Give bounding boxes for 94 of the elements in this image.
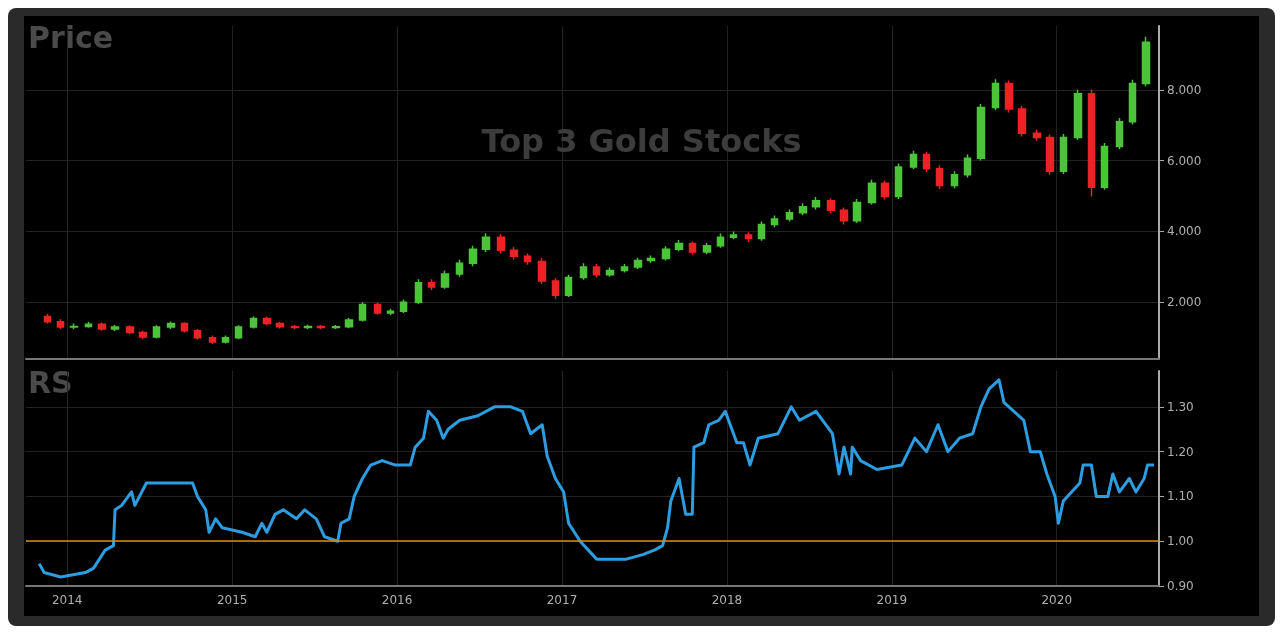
y-tick-label: 6.000 (1167, 153, 1202, 168)
y-tick-label: 1.10 (1167, 489, 1194, 504)
candlestick (880, 179, 890, 201)
candlestick (1032, 128, 1042, 142)
x-tick-label: 2015 (216, 593, 248, 607)
candlestick (166, 320, 176, 330)
candlestick (688, 240, 697, 256)
candlestick (551, 277, 560, 300)
candlestick (729, 230, 738, 241)
candlestick (138, 329, 148, 340)
candlestick (1073, 89, 1083, 141)
y-tick-label: 8.000 (1167, 82, 1202, 97)
candlestick (564, 273, 573, 298)
candlestick (537, 257, 547, 285)
candlestick (344, 317, 354, 329)
candlestick (785, 208, 794, 223)
x-tick-label: 2020 (1041, 593, 1073, 607)
candlestick (427, 278, 436, 291)
candlestick (894, 162, 903, 200)
candlestick (152, 324, 161, 340)
candlestick (702, 242, 712, 255)
candlestick (950, 170, 959, 189)
y-tick-label: 1.30 (1167, 399, 1194, 414)
x-tick-label: 2019 (876, 593, 908, 607)
candlestick (633, 256, 643, 270)
candlestick (744, 231, 753, 243)
candlestick (839, 206, 849, 226)
candlestick (56, 318, 65, 330)
candlestick (440, 269, 450, 290)
candlestick (811, 196, 821, 211)
candlestick (234, 324, 243, 340)
y-tick-label: 1.00 (1167, 534, 1194, 549)
candlestick (399, 298, 408, 314)
candlestick (193, 328, 202, 341)
candlestick (468, 244, 478, 267)
candlestick (1004, 79, 1014, 114)
candlestick (69, 322, 79, 330)
candlestick (221, 334, 230, 345)
candlestick (331, 324, 341, 330)
candlestick (373, 301, 382, 316)
candlestick (770, 214, 779, 228)
candlestick (1128, 79, 1137, 126)
candlestick (579, 262, 588, 281)
candlestick (661, 245, 671, 262)
candlestick (290, 324, 300, 330)
candlestick (935, 164, 944, 190)
candlestick (275, 321, 285, 330)
candlestick (674, 239, 684, 253)
candlestick (262, 316, 272, 327)
text: Top 3 Gold Stocks (481, 121, 802, 160)
y-axis-title: RS (28, 364, 73, 400)
candlestick (909, 149, 918, 170)
candlestick (1115, 117, 1124, 151)
candlestick (249, 315, 258, 330)
candlestick (208, 334, 217, 345)
x-tick-label: 2016 (381, 593, 413, 607)
candlestick (1017, 104, 1027, 138)
candlestick (496, 233, 506, 255)
y-axis-title: Price (28, 19, 114, 55)
x-tick-label: 2018 (711, 593, 743, 607)
candlestick (1087, 88, 1096, 198)
candlestick (867, 179, 877, 206)
y-tick-label: 1.20 (1167, 444, 1194, 459)
candlestick (455, 259, 464, 278)
candlestick (414, 278, 423, 305)
candlestick (620, 263, 629, 274)
candlestick (481, 232, 491, 253)
candlestick (43, 312, 52, 325)
candlestick (592, 263, 601, 279)
x-tick-label: 2014 (51, 593, 83, 607)
candlestick (716, 232, 725, 249)
y-tick-label: 2.000 (1167, 295, 1202, 310)
candlestick (976, 103, 986, 162)
candlestick (922, 151, 931, 173)
candlestick (798, 202, 808, 216)
candlestick (991, 78, 1000, 112)
candlestick (110, 324, 120, 332)
candlestick (509, 246, 519, 261)
candlestick (963, 153, 972, 179)
candlestick (852, 198, 862, 224)
candlestick (1045, 133, 1055, 176)
y-tick-label: 0.90 (1167, 579, 1194, 593)
candlestick (1059, 133, 1068, 175)
candlestick (1141, 35, 1151, 87)
candlestick (358, 301, 367, 323)
candlestick (757, 220, 766, 242)
candlestick (386, 307, 395, 316)
candlestick (125, 324, 135, 335)
candlestick (97, 321, 107, 332)
candlestick (1100, 142, 1109, 191)
y-tick-label: 4.000 (1167, 224, 1202, 239)
candlestick (826, 197, 836, 214)
candlestick (523, 252, 532, 266)
x-tick-label: 2017 (546, 593, 578, 607)
